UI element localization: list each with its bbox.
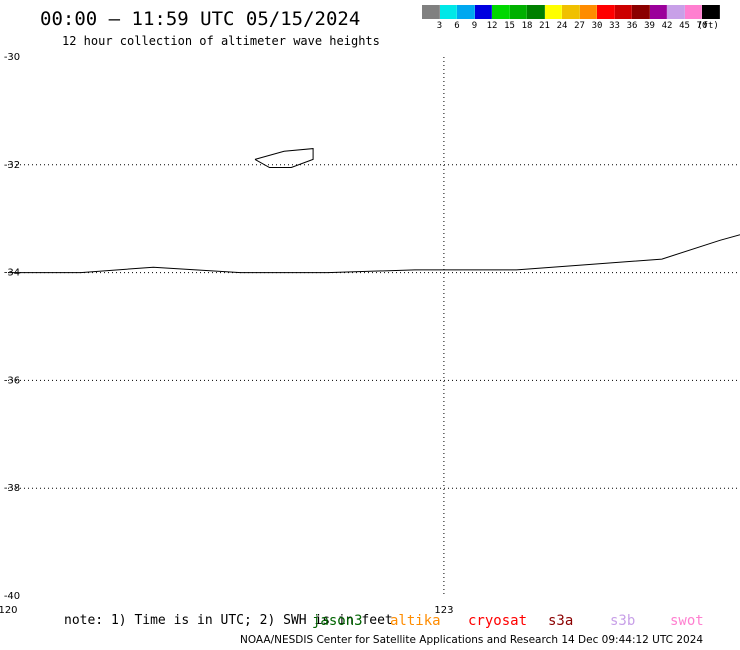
colorbar-swatch <box>474 5 492 19</box>
x-tick-label: 120 <box>0 605 18 616</box>
island-outline <box>254 148 314 168</box>
colorbar-swatch <box>527 5 545 19</box>
y-tick-label: -38 <box>4 483 20 494</box>
colorbar-label: 70 <box>696 21 708 31</box>
colorbar-swatch <box>422 5 440 19</box>
colorbar-swatch <box>597 5 615 19</box>
coastline <box>8 234 740 274</box>
colorbar-label: 12 <box>486 21 498 31</box>
x-tick-label: 123 <box>434 605 453 616</box>
footer-credit: NOAA/NESDIS Center for Satellite Applica… <box>240 634 704 646</box>
colorbar-swatch <box>579 5 597 19</box>
colorbar-labels: 3 6 9 12 15 18 21 24 27 30 33 36 39 42 45 70 (ft) <box>422 21 740 33</box>
y-tick-label: -30 <box>4 52 20 63</box>
colorbar-label: 15 <box>504 21 515 31</box>
colorbar-swatch <box>614 5 632 19</box>
y-tick-label: -36 <box>4 375 20 386</box>
colorbar-label: 18 <box>521 21 533 31</box>
colorbar-swatch <box>509 5 527 19</box>
colorbar-swatch <box>457 5 475 19</box>
map-subtitle: 12 hour collection of altimeter wave hei… <box>62 34 380 48</box>
colorbar-swatch <box>439 5 457 19</box>
colorbar-swatch <box>684 5 702 19</box>
colorbar-swatch <box>544 5 562 19</box>
colorbar-label: (ft) <box>697 21 719 31</box>
map-title: 00:00 — 11:59 UTC 05/15/2024 <box>40 8 361 30</box>
colorbar-swatch <box>492 5 510 19</box>
y-tick-label: -32 <box>4 160 20 171</box>
satellite-legend-s3b: s3b <box>610 613 636 629</box>
wave-height-colorbar <box>422 5 720 19</box>
colorbar-label: 33 <box>609 21 620 31</box>
colorbar-label: 9 <box>471 21 478 31</box>
colorbar-label: 36 <box>626 21 638 31</box>
colorbar-label: 6 <box>454 21 460 31</box>
colorbar-label: 45 <box>679 21 690 31</box>
colorbar-label: 42 <box>661 21 673 31</box>
colorbar-swatch <box>667 5 685 19</box>
colorbar-swatch <box>649 5 667 19</box>
satellite-legend-swot: swot <box>670 613 704 629</box>
colorbar-label: 24 <box>556 21 568 31</box>
satellite-legend-cryosat: cryosat <box>468 613 528 629</box>
colorbar-label: 27 <box>574 21 585 31</box>
satellite-legend-altika: altika <box>390 613 441 629</box>
colorbar-label: 21 <box>539 21 550 31</box>
colorbar-swatch <box>702 5 720 19</box>
units-note: note: 1) Time is in UTC; 2) SWH is in fe… <box>64 613 393 628</box>
colorbar-swatch <box>562 5 580 19</box>
y-tick-label: -40 <box>4 591 20 602</box>
satellite-legend-s3a: s3a <box>548 613 574 629</box>
colorbar-label: 30 <box>591 21 603 31</box>
colorbar-swatch <box>632 5 650 19</box>
colorbar-label: 39 <box>644 21 655 31</box>
colorbar-label: 3 <box>436 21 443 31</box>
satellite-legend-jason3: jason3 <box>312 613 363 629</box>
